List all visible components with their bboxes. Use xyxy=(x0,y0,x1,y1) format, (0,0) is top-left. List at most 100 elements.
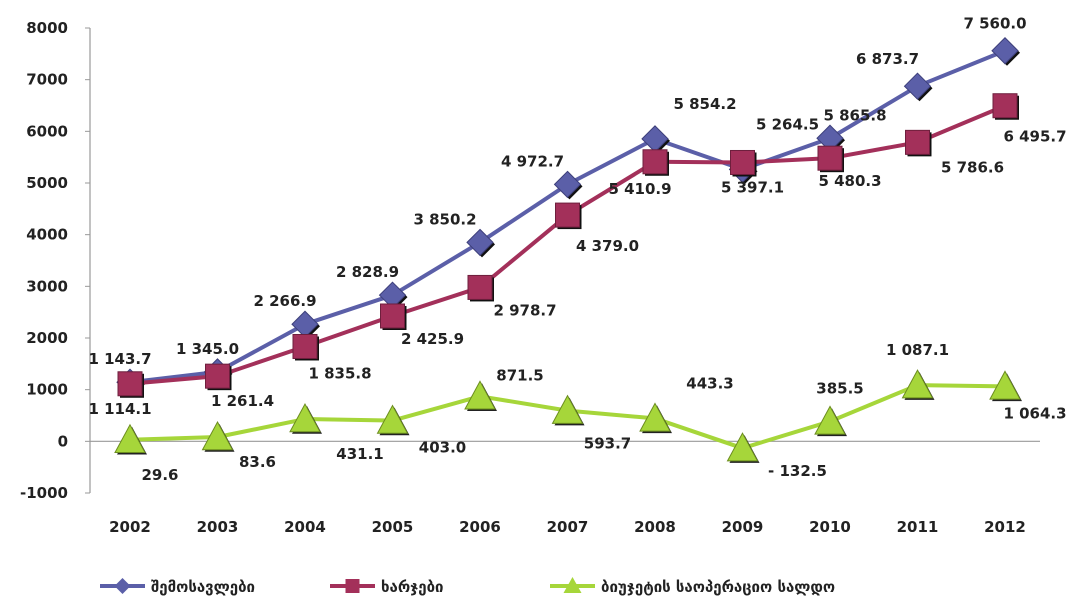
marker-shape xyxy=(380,303,405,329)
data-point xyxy=(380,303,407,330)
data-point xyxy=(817,145,844,173)
data-point xyxy=(903,72,933,102)
data-point xyxy=(991,37,1020,66)
marker-shape xyxy=(726,432,759,462)
marker-shape xyxy=(551,394,584,424)
data-point xyxy=(201,420,235,452)
y-tick-label: 7000 xyxy=(26,71,68,89)
data-point xyxy=(730,149,757,177)
data-label: 5 786.6 xyxy=(941,158,1004,176)
data-label: 593.7 xyxy=(584,435,631,453)
data-label: 3 850.2 xyxy=(413,210,476,228)
y-tick-label: -1000 xyxy=(20,484,68,502)
x-tick-label: 2008 xyxy=(634,518,676,536)
data-label: 5 854.2 xyxy=(673,95,736,113)
series-line xyxy=(129,103,1006,386)
x-tick-label: 2002 xyxy=(109,518,151,536)
data-label: 1 143.7 xyxy=(88,350,151,368)
data-label: 1 087.1 xyxy=(886,341,949,359)
marker-shape xyxy=(905,129,930,155)
data-point xyxy=(117,371,144,398)
data-point xyxy=(814,405,847,437)
y-tick-label: 2000 xyxy=(26,329,68,347)
legend-marker xyxy=(563,577,582,593)
data-label: 431.1 xyxy=(336,445,383,463)
data-point xyxy=(551,394,585,426)
data-label: 83.6 xyxy=(239,453,276,471)
marker-shape xyxy=(205,363,230,389)
data-point xyxy=(992,93,1019,120)
data-point xyxy=(376,404,410,436)
marker-shape xyxy=(555,202,580,228)
marker-shape xyxy=(903,72,932,100)
data-point xyxy=(466,228,495,258)
data-label: 2 978.7 xyxy=(493,301,556,319)
data-label: 871.5 xyxy=(496,366,543,384)
marker-shape xyxy=(817,145,843,171)
data-labels: 1 143.7 1 345.0 2 266.9 2 828.9 3 850.2 4 972… xyxy=(88,15,1066,484)
data-label: 5 865.8 xyxy=(823,106,886,124)
data-label: 443.3 xyxy=(686,374,733,392)
data-label: - 132.5 xyxy=(768,462,827,480)
data-label: 1 835.8 xyxy=(308,364,371,382)
data-point xyxy=(989,370,1022,402)
y-tick-label: 0 xyxy=(58,432,68,450)
data-point xyxy=(642,149,669,176)
x-tick-label: 2010 xyxy=(809,518,851,536)
data-label: 5 397.1 xyxy=(721,178,784,196)
marker-shape xyxy=(291,310,319,338)
marker-shape xyxy=(641,125,669,153)
data-label: 1 114.1 xyxy=(88,400,151,418)
data-label: 5 410.9 xyxy=(608,180,671,198)
data-point xyxy=(289,403,322,434)
data-label: 1 345.0 xyxy=(176,340,239,358)
data-label: 1 064.3 xyxy=(1003,404,1066,422)
data-point xyxy=(639,402,672,434)
legend-marker xyxy=(345,579,360,593)
data-label: 7 560.0 xyxy=(963,15,1026,33)
x-tick-label: 2003 xyxy=(197,518,239,536)
y-tick-label: 6000 xyxy=(26,122,68,140)
y-tick-label: 1000 xyxy=(26,381,68,399)
data-point xyxy=(555,202,582,230)
y-tick-label: 8000 xyxy=(26,19,68,37)
marker-shape xyxy=(814,405,846,435)
data-point xyxy=(901,369,935,400)
data-point xyxy=(292,333,319,361)
x-tick-label: 2007 xyxy=(547,518,589,536)
legend-label: ბიუჯეტის საოპერაციო სალდო xyxy=(601,578,835,596)
data-label: 403.0 xyxy=(419,439,466,457)
x-tick-label: 2004 xyxy=(284,518,326,536)
marker-shape xyxy=(117,371,143,397)
data-point xyxy=(726,432,760,463)
series-group xyxy=(114,37,1022,463)
legend-label: შემოსავლები xyxy=(151,578,255,596)
marker-shape xyxy=(639,402,671,432)
data-point xyxy=(291,310,320,340)
data-label: 5 480.3 xyxy=(818,172,881,190)
legend-label: ხარჯები xyxy=(381,578,444,596)
data-point xyxy=(464,380,497,412)
marker-shape xyxy=(292,333,318,359)
legend-item: შემოსავლები xyxy=(100,578,255,596)
axes: -1000 0 1000 2000 3000 4000 5000 6000 7000 8000 20… xyxy=(20,19,1040,536)
data-label: 4 972.7 xyxy=(501,152,564,170)
marker-shape xyxy=(466,228,494,257)
marker-shape xyxy=(289,403,321,433)
marker-shape xyxy=(114,423,146,454)
marker-shape xyxy=(376,404,409,434)
data-label: 29.6 xyxy=(141,466,178,484)
x-tick-label: 2009 xyxy=(722,518,764,536)
legend: შემოსავლები ხარჯები ბიუჯეტის საოპერაციო სა… xyxy=(100,577,835,596)
y-tick-label: 3000 xyxy=(26,277,68,295)
data-label: 6 495.7 xyxy=(1003,128,1066,146)
data-label: 5 264.5 xyxy=(756,115,819,133)
y-tick-label: 5000 xyxy=(26,174,68,192)
marker-shape xyxy=(991,37,1019,65)
y-tick-label: 4000 xyxy=(26,226,68,244)
marker-shape xyxy=(730,149,755,175)
legend-marker xyxy=(114,578,131,594)
marker-shape xyxy=(464,380,496,410)
data-label: 6 873.7 xyxy=(856,50,919,68)
